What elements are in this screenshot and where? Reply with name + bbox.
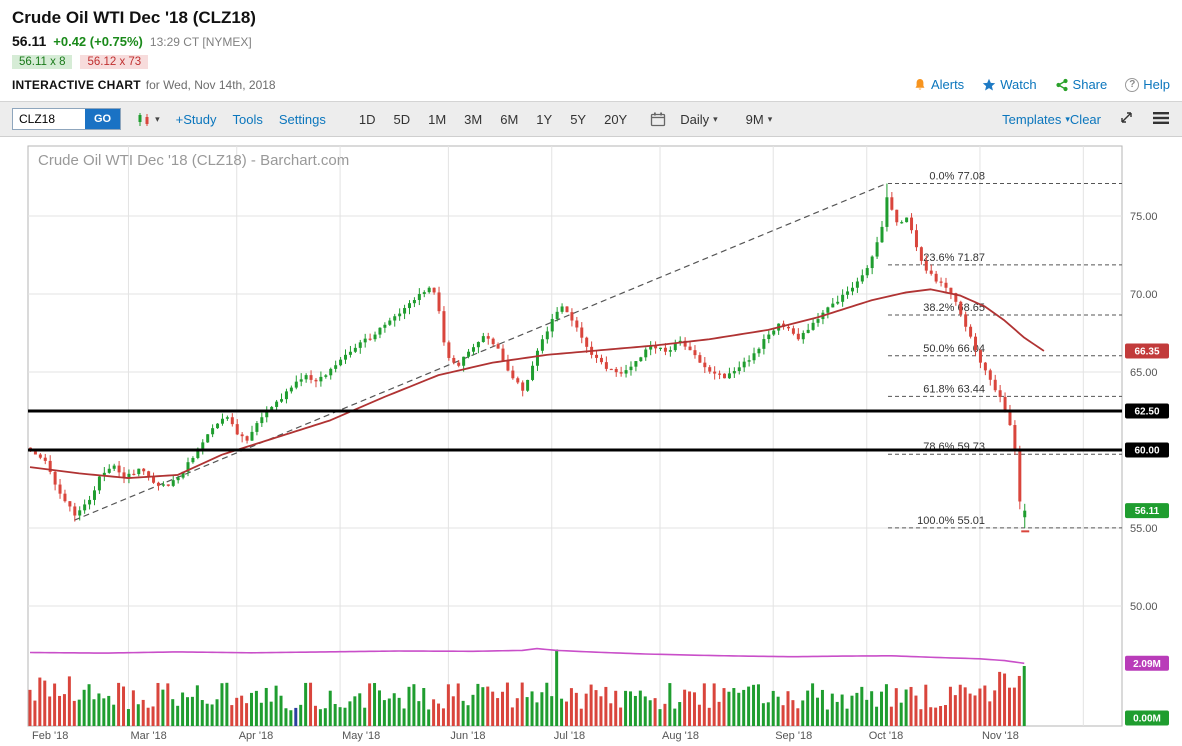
svg-text:50.0% 66.04: 50.0% 66.04 [923,343,985,355]
svg-text:Crude Oil WTI Dec '18 (CLZ18): Crude Oil WTI Dec '18 (CLZ18) - Barchart… [38,152,349,169]
expand-button[interactable] [1119,110,1134,128]
go-button[interactable]: GO [85,109,121,129]
svg-text:38.2% 68.65: 38.2% 68.65 [923,302,985,314]
axis-badges: 66.35 62.50 60.00 56.11 2.09M 0.00M [1125,343,1169,726]
star-icon [982,78,996,90]
range-6m[interactable]: 6M [500,111,519,127]
svg-text:May '18: May '18 [342,730,380,742]
svg-text:100.0% 55.01: 100.0% 55.01 [917,515,985,527]
bid-size-badge: 56.11 x 8 [12,55,73,69]
svg-text:50.00: 50.00 [1130,601,1158,613]
symbol-input[interactable] [13,109,85,129]
volume-bars [28,649,1026,726]
svg-text:Jul '18: Jul '18 [554,730,585,742]
fib-levels: 0.0% 77.08 23.6% 71.87 38.2% 68.65 50.0% 66… [888,171,1122,529]
svg-text:Sep '18: Sep '18 [775,730,812,742]
svg-text:Oct '18: Oct '18 [869,730,904,742]
moving-average-line [29,288,1045,479]
svg-text:0.00M: 0.00M [1133,714,1161,725]
chart-area: 0.0% 77.08 23.6% 71.87 38.2% 68.65 50.0% 66… [0,137,1182,746]
svg-text:Feb '18: Feb '18 [32,730,68,742]
range-1d[interactable]: 1D [358,111,376,127]
chevron-down-icon: ▾ [713,113,718,124]
add-study-button[interactable]: +Study [175,111,217,127]
svg-text:2.09M: 2.09M [1133,659,1161,670]
toolbar-right: Templates ▾ Clear [984,110,1170,128]
svg-text:66.35: 66.35 [1134,346,1159,357]
chart-type-dropdown[interactable]: ▾ [135,112,160,127]
range-20y[interactable]: 20Y [604,111,628,127]
svg-text:55.00: 55.00 [1130,523,1158,535]
last-price: 56.11 [12,33,47,49]
svg-text:23.6% 71.87: 23.6% 71.87 [923,252,985,264]
section-title: INTERACTIVE CHART [12,77,141,92]
span-dropdown[interactable]: 9M ▾ [745,111,773,127]
svg-text:Mar '18: Mar '18 [130,730,166,742]
ask-size-badge: 56.12 x 73 [80,55,149,69]
svg-text:56.11: 56.11 [1135,506,1160,517]
candles [29,183,1027,528]
templates-dropdown[interactable]: Templates ▾ [1002,111,1070,127]
svg-text:70.00: 70.00 [1130,289,1158,301]
frequency-dropdown[interactable]: Daily ▾ [680,111,718,127]
svg-text:Jun '18: Jun '18 [450,730,485,742]
bell-icon [915,78,925,90]
range-1m[interactable]: 1M [428,111,447,127]
fib-trendline [74,182,887,521]
svg-text:0.0% 77.08: 0.0% 77.08 [929,171,985,183]
chart-type-icon [138,112,149,126]
symbol-input-group: GO [12,108,122,130]
range-5y[interactable]: 5Y [570,111,587,127]
hamburger-icon [1153,111,1169,124]
expand-icon [1121,112,1132,123]
calendar-icon [651,112,666,126]
calendar-button[interactable] [650,112,666,127]
symbol-title: Crude Oil WTI Dec '18 (CLZ18) [12,8,256,27]
svg-text:Apr '18: Apr '18 [239,730,274,742]
tools-button[interactable]: Tools [232,111,263,127]
price-chart[interactable]: 0.0% 77.08 23.6% 71.87 38.2% 68.65 50.0% 66… [0,137,1182,746]
range-1y[interactable]: 1Y [536,111,553,127]
low-marker [1021,530,1030,533]
svg-text:Nov '18: Nov '18 [982,730,1019,742]
chevron-down-icon: ▾ [155,113,160,124]
svg-text:65.00: 65.00 [1130,367,1158,379]
watch-link[interactable]: Watch [982,77,1037,92]
settings-button[interactable]: Settings [278,111,326,127]
support-lines [28,409,1122,452]
chevron-down-icon: ▾ [1065,113,1070,124]
range-5d[interactable]: 5D [393,111,411,127]
quote-timestamp: 13:29 CT [NYMEX] [149,35,252,49]
range-buttons: 1D 5D 1M 3M 6M 1Y 5Y 20Y [350,109,636,130]
header-links: Alerts Watch Share ? Hel [913,77,1170,92]
svg-text:61.8% 63.44: 61.8% 63.44 [923,383,985,395]
share-icon [1055,78,1068,91]
section-date: for Wed, Nov 14th, 2018 [145,77,276,92]
share-link[interactable]: Share [1055,77,1107,92]
question-icon: ? [1125,77,1140,92]
help-link[interactable]: ? Help [1125,77,1170,92]
x-axis-labels: Feb '18 Mar '18 Apr '18 May '18 Jun '18 Jul '… [32,730,1019,742]
svg-text:60.00: 60.00 [1134,446,1159,457]
svg-text:75.00: 75.00 [1130,211,1158,223]
chevron-down-icon: ▾ [767,113,773,124]
price-change: +0.42 (+0.75%) [53,34,143,49]
chart-toolbar: GO ▾ +Study Tools Settings 1D 5D 1M 3M 6… [0,101,1182,137]
alerts-link[interactable]: Alerts [913,77,964,92]
range-3m[interactable]: 3M [464,111,483,127]
menu-button[interactable] [1152,111,1170,128]
clear-button[interactable]: Clear [1069,111,1101,127]
bid-ask-row: 56.11 x 8 56.12 x 73 [12,55,1170,69]
svg-text:62.50: 62.50 [1134,407,1159,418]
quote-line: 56.11 +0.42 (+0.75%) 13:29 CT [NYMEX] [12,33,1170,49]
quote-header: Crude Oil WTI Dec '18 (CLZ18) 56.11 +0.4… [0,0,1182,96]
plot-border [27,145,1123,727]
chart-watermark: Crude Oil WTI Dec '18 (CLZ18) - Barchart… [38,152,349,169]
svg-text:Aug '18: Aug '18 [662,730,699,742]
open-interest-line [29,647,1025,665]
page-section-row: INTERACTIVE CHART for Wed, Nov 14th, 201… [12,77,1170,92]
